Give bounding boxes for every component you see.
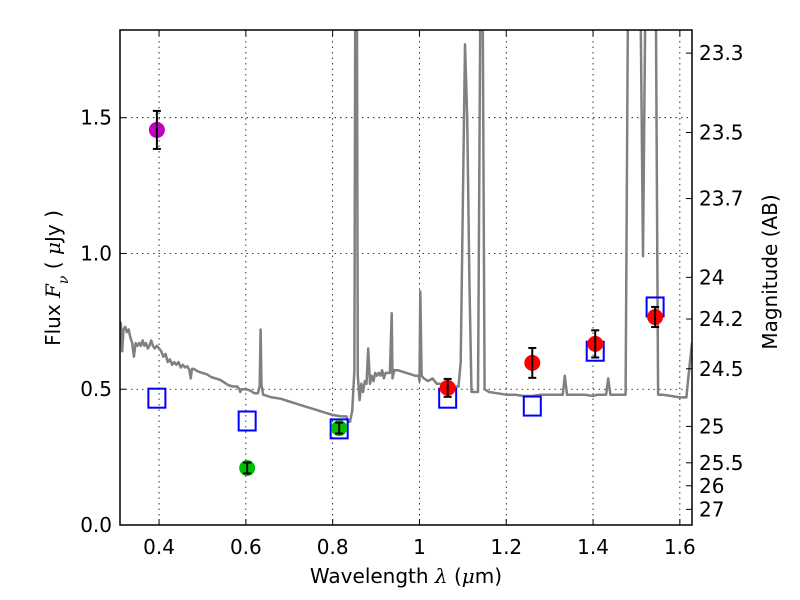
x-axis-label: Wavelength λ (μm) (310, 564, 502, 588)
y2-tick-label: 23.7 (699, 187, 744, 211)
y2-axis-label: Magnitude (AB) (758, 194, 782, 349)
model-photometry-marker (147, 387, 167, 409)
y2-tick-label: 24.5 (699, 357, 744, 381)
x-axis-label-mu: μ (462, 564, 475, 588)
y-tick-label: 1.0 (80, 241, 112, 265)
y2-tick-label: 24 (699, 265, 724, 289)
x-tick-label: 0.4 (143, 535, 175, 559)
y2-tick-label: 25.5 (699, 451, 744, 475)
plot-area (120, 30, 692, 476)
y-axis-label-text: Flux (41, 298, 65, 346)
x-tick-label: 0.8 (317, 535, 349, 559)
x-axis-label-open: ( (448, 564, 462, 588)
x-tick-label: 1.4 (577, 535, 609, 559)
y2-tick-label: 27 (699, 497, 724, 521)
y-tick-label: 0.0 (80, 513, 112, 537)
x-tick-label: 1 (413, 535, 426, 559)
y2-tick-label: 25 (699, 414, 724, 438)
x-tick-label: 1.2 (490, 535, 522, 559)
model-photometry-marker (237, 410, 257, 432)
y-axis-label-open: ( (41, 255, 65, 276)
x-axis: 0.4 0.6 0.8 1 1.2 1.4 1.6 (143, 30, 696, 559)
y-axis-label-F: F (41, 283, 65, 299)
x-tick-label: 1.6 (664, 535, 696, 559)
y2-tick-label: 23.3 (699, 41, 744, 65)
y-axis: 0.0 0.5 1.0 1.5 (80, 106, 126, 537)
y-tick-label: 0.5 (80, 377, 112, 401)
model-photometry-marker (522, 395, 542, 417)
y2-tick-label: 26 (699, 474, 724, 498)
y-axis-label: Flux Fν ( μJy ) (41, 210, 72, 346)
y-axis-label-nu: ν (56, 275, 72, 284)
spectrum-line (120, 30, 692, 424)
y-tick-label: 1.5 (80, 106, 112, 130)
x-axis-label-text: Wavelength (310, 564, 435, 588)
y-axis-label-mu: μ (41, 242, 65, 255)
y2-tick-label: 23.5 (699, 121, 744, 145)
y2-tick-label: 24.2 (699, 307, 744, 331)
model-photometry-marker (329, 418, 349, 440)
x-axis-label-unit: m) (475, 564, 502, 588)
x-axis-label-lambda: λ (434, 564, 448, 588)
x-tick-label: 0.6 (230, 535, 262, 559)
y-axis-label-unit: Jy ) (41, 210, 65, 244)
